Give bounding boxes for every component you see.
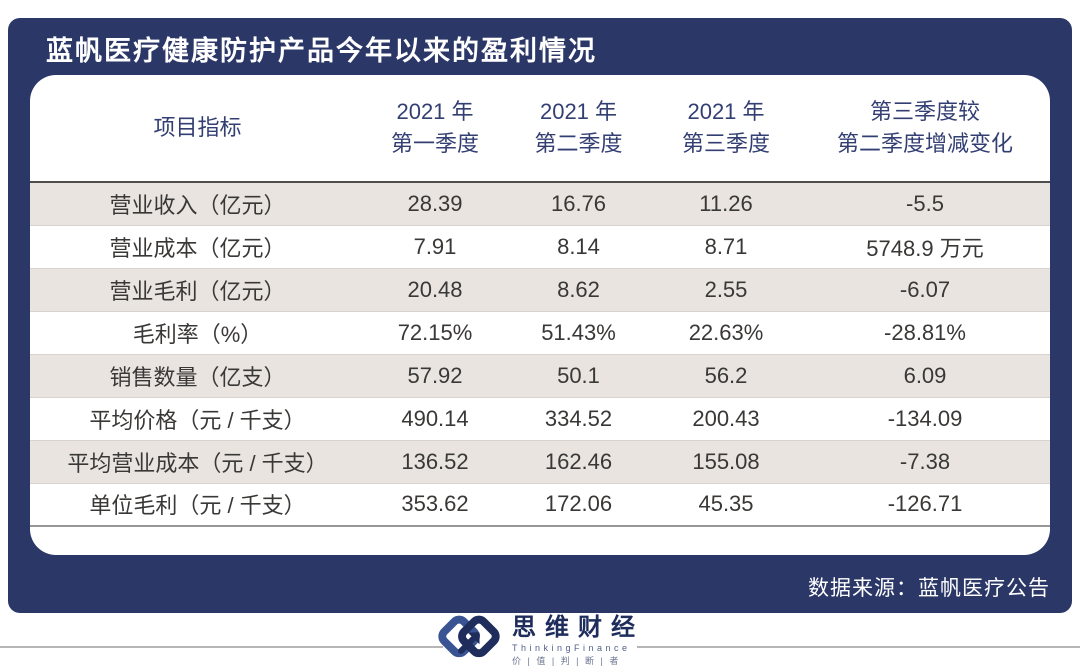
cell-q3: 11.26 xyxy=(652,182,800,226)
col-header-line1: 2021 年 xyxy=(539,99,618,125)
infographic-panel: 蓝帆医疗健康防护产品今年以来的盈利情况 项目指标 2021 年 第一季度 202… xyxy=(8,18,1072,613)
col-header-line2: 第三季度 xyxy=(681,131,770,156)
col-header-line1: 2021 年 xyxy=(687,99,765,125)
cell-change: 5748.9 万元 xyxy=(800,225,1050,269)
cell-q2: 51.43% xyxy=(505,311,652,355)
cell-q2: 8.14 xyxy=(505,225,652,269)
row-label: 销售数量（亿支） xyxy=(30,354,365,398)
cell-change: 6.09 xyxy=(800,354,1050,398)
cell-change: -126.71 xyxy=(800,483,1050,527)
cell-change: -134.09 xyxy=(800,397,1050,441)
col-header-line1: 2021 年 xyxy=(396,99,474,125)
col-header-q1: 2021 年 第一季度 xyxy=(365,75,505,183)
cell-q3: 45.35 xyxy=(652,483,800,527)
row-label: 营业收入（亿元） xyxy=(30,182,365,226)
col-header-q2: 2021 年 第二季度 xyxy=(505,75,652,183)
logo-text-block: 思维财经 ThinkingFinance 价 | 值 | 判 | 断 | 者 xyxy=(512,613,644,667)
col-header-line1: 项目指标 xyxy=(153,115,242,141)
cell-q1: 490.14 xyxy=(365,397,505,441)
row-label: 单位毛利（元 / 千支） xyxy=(30,483,365,527)
table-row: 销售数量（亿支） 57.92 50.1 56.2 6.09 xyxy=(30,354,1050,398)
table-row: 平均价格（元 / 千支） 490.14 334.52 200.43 -134.0… xyxy=(30,397,1050,441)
cell-q1: 7.91 xyxy=(365,225,505,269)
table-row: 营业成本（亿元） 7.91 8.14 8.71 5748.9 万元 xyxy=(30,225,1050,269)
cell-q2: 172.06 xyxy=(505,483,652,527)
cell-q3: 200.43 xyxy=(652,397,800,441)
cell-change: -5.5 xyxy=(800,182,1050,226)
table-row: 营业毛利（亿元） 20.48 8.62 2.55 -6.07 xyxy=(30,268,1050,312)
brand-name-en: ThinkingFinance xyxy=(512,643,631,654)
page-title: 蓝帆医疗健康防护产品今年以来的盈利情况 xyxy=(46,36,597,66)
cell-q1: 136.52 xyxy=(365,440,505,484)
table-card: 项目指标 2021 年 第一季度 2021 年 第二季度 2021 年 第三季度 xyxy=(30,75,1050,555)
table-row: 单位毛利（元 / 千支） 353.62 172.06 45.35 -126.71 xyxy=(30,483,1050,527)
cell-q1: 28.39 xyxy=(365,182,505,226)
cell-q3: 22.63% xyxy=(652,311,800,355)
col-header-line2: 第一季度 xyxy=(390,131,479,156)
row-label: 平均营业成本（元 / 千支） xyxy=(30,440,365,484)
cell-q2: 8.62 xyxy=(505,268,652,312)
col-header-line2: 第二季度增减变化 xyxy=(836,131,1013,156)
cell-q1: 20.48 xyxy=(365,268,505,312)
table-row: 营业收入（亿元） 28.39 16.76 11.26 -5.5 xyxy=(30,182,1050,226)
row-label: 营业毛利（亿元） xyxy=(30,268,365,312)
cell-q2: 16.76 xyxy=(505,182,652,226)
brand-name: 思维财经 xyxy=(512,613,644,641)
row-label: 平均价格（元 / 千支） xyxy=(30,397,365,441)
cell-change: -7.38 xyxy=(800,440,1050,484)
cell-q2: 334.52 xyxy=(505,397,652,441)
cell-q3: 2.55 xyxy=(652,268,800,312)
header-row: 项目指标 2021 年 第一季度 2021 年 第二季度 2021 年 第三季度 xyxy=(30,75,1050,183)
table-row: 毛利率（%） 72.15% 51.43% 22.63% -28.81% xyxy=(30,311,1050,355)
thinking-finance-logo: 思维财经 ThinkingFinance 价 | 值 | 判 | 断 | 者 xyxy=(436,614,644,668)
brand-tagline: 价 | 值 | 判 | 断 | 者 xyxy=(512,656,621,667)
row-label: 毛利率（%） xyxy=(30,311,365,355)
footer-divider-right xyxy=(637,646,1080,648)
cell-q1: 57.92 xyxy=(365,354,505,398)
cell-q1: 72.15% xyxy=(365,311,505,355)
footer-divider-left xyxy=(0,646,443,648)
data-source-note: 数据来源：蓝帆医疗公告 xyxy=(808,577,1050,600)
cell-change: -6.07 xyxy=(800,268,1050,312)
cell-q2: 162.46 xyxy=(505,440,652,484)
col-header-line1: 第三季度较 xyxy=(869,99,980,125)
cell-q1: 353.62 xyxy=(365,483,505,527)
row-label: 营业成本（亿元） xyxy=(30,225,365,269)
profit-table: 项目指标 2021 年 第一季度 2021 年 第二季度 2021 年 第三季度 xyxy=(30,75,1050,527)
cell-change: -28.81% xyxy=(800,311,1050,355)
col-header-change: 第三季度较 第二季度增减变化 xyxy=(800,75,1050,183)
col-header-q3: 2021 年 第三季度 xyxy=(652,75,800,183)
cell-q3: 8.71 xyxy=(652,225,800,269)
col-header-indicator: 项目指标 xyxy=(30,75,365,183)
cell-q3: 155.08 xyxy=(652,440,800,484)
cell-q2: 50.1 xyxy=(505,354,652,398)
table-row: 平均营业成本（元 / 千支） 136.52 162.46 155.08 -7.3… xyxy=(30,440,1050,484)
col-header-line2: 第二季度 xyxy=(534,131,623,156)
cell-q3: 56.2 xyxy=(652,354,800,398)
footer: 思维财经 ThinkingFinance 价 | 值 | 判 | 断 | 者 xyxy=(0,613,1080,671)
thinking-finance-logo-icon xyxy=(438,615,500,658)
